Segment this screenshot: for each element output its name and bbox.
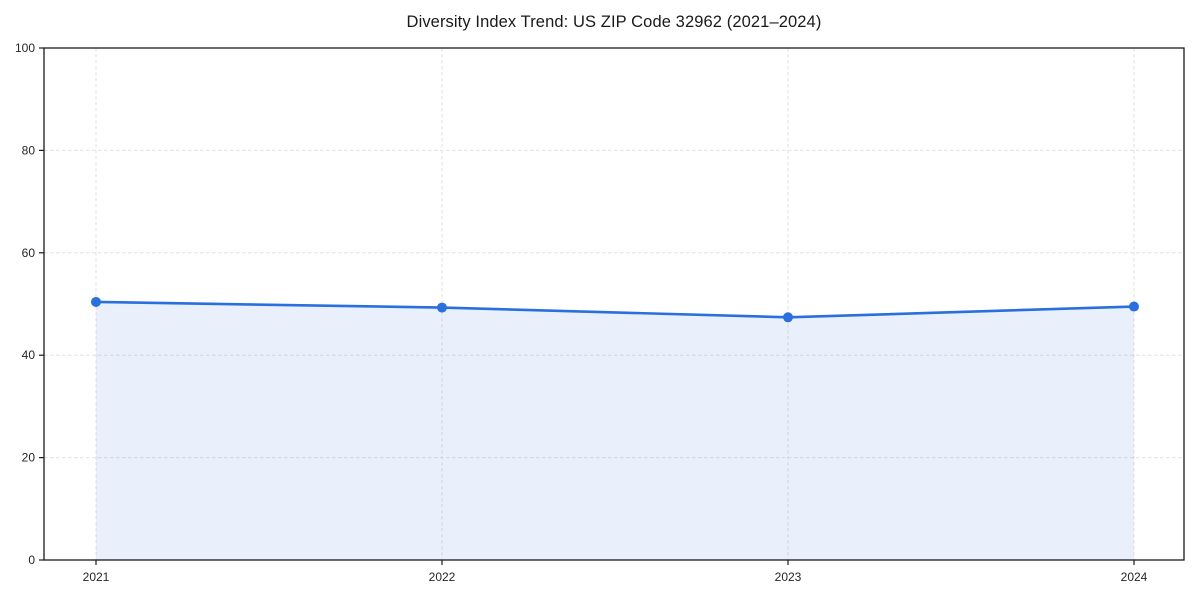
y-tick-label: 20: [22, 451, 36, 465]
y-tick-label: 0: [28, 553, 35, 567]
chart-title: Diversity Index Trend: US ZIP Code 32962…: [406, 13, 822, 31]
x-tick-label: 2024: [1121, 570, 1148, 584]
x-tick-label: 2021: [83, 570, 110, 584]
plot-border: [43, 47, 1185, 561]
data-point-2024: [1129, 301, 1139, 312]
x-tick-label: 2023: [775, 570, 802, 584]
data-point-2023: [783, 312, 793, 323]
data-point-2021: [91, 296, 101, 307]
trend-line: [94, 300, 1136, 319]
area-fill: [96, 301, 1134, 560]
y-tick-label: 60: [22, 246, 36, 260]
data-point-2022: [437, 302, 447, 313]
y-tick-label: 80: [22, 143, 36, 157]
y-tick-label: 40: [22, 348, 36, 362]
x-tick-label: 2022: [429, 570, 456, 584]
y-tick-label: 100: [15, 41, 35, 55]
